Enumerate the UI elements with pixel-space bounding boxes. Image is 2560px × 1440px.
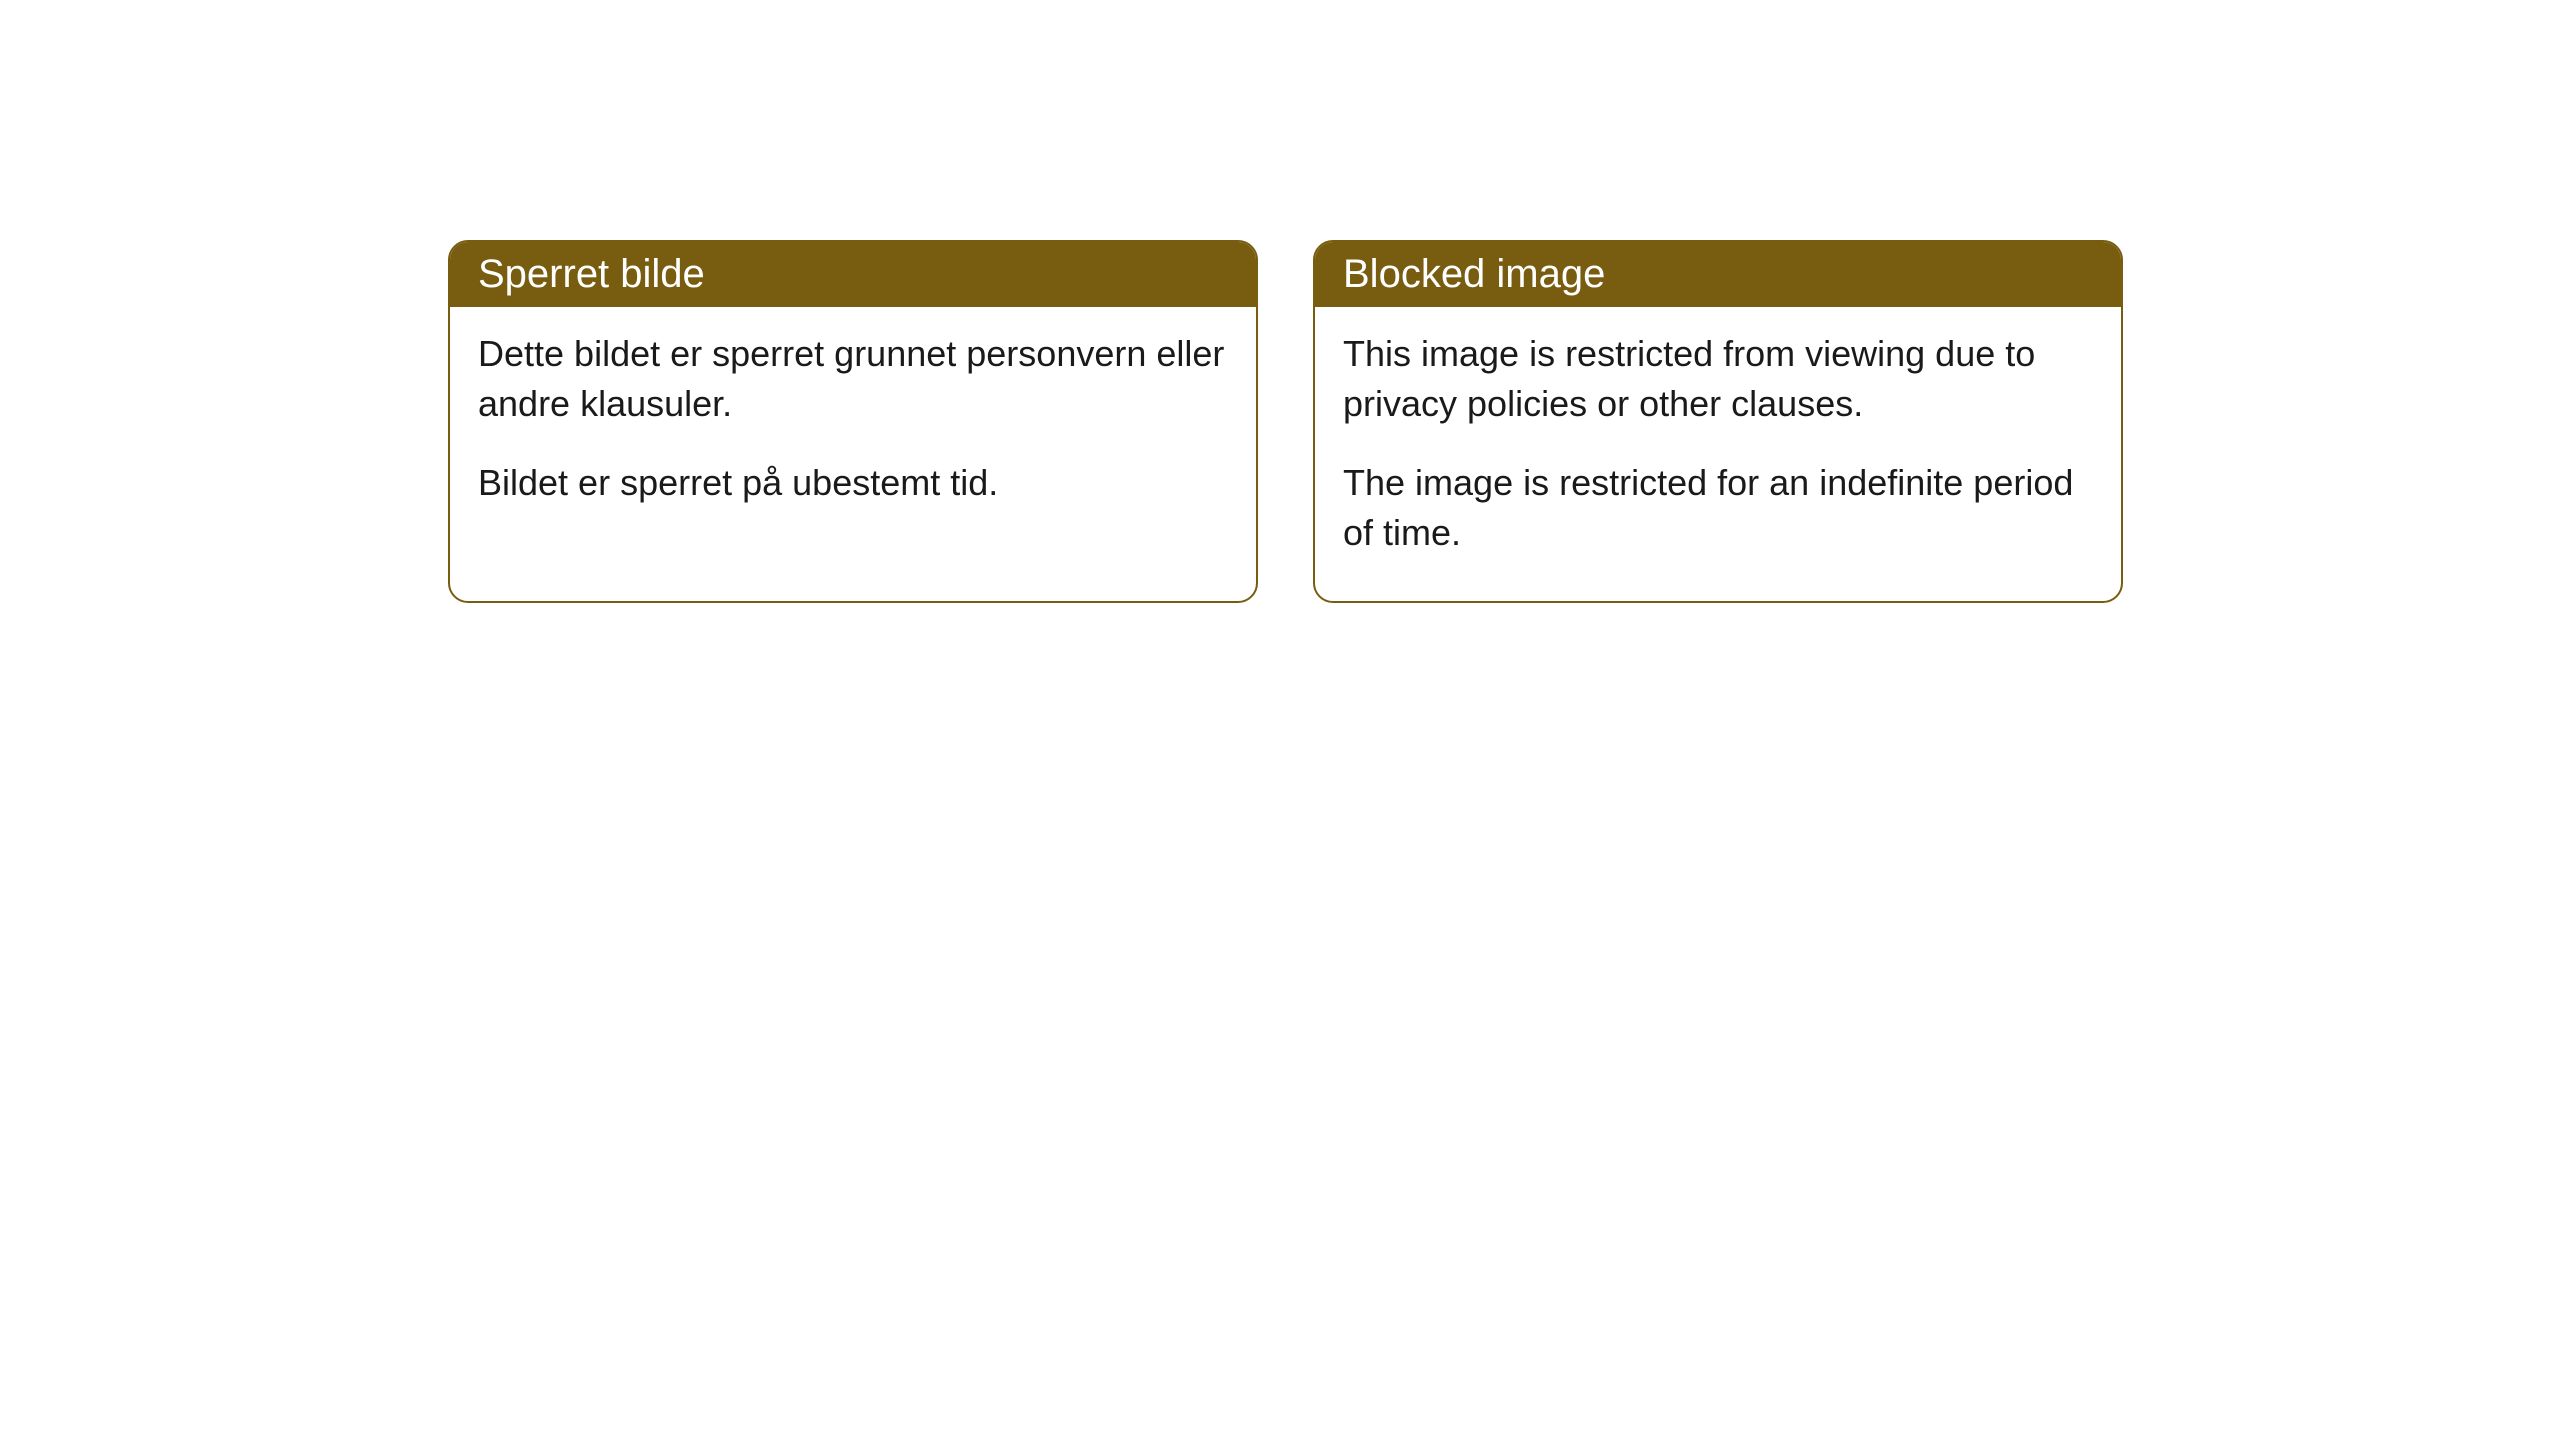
card-body: This image is restricted from viewing du… (1315, 307, 2121, 601)
card-paragraph: This image is restricted from viewing du… (1343, 329, 2093, 430)
card-title: Blocked image (1343, 252, 1605, 296)
card-title: Sperret bilde (478, 252, 705, 296)
card-body: Dette bildet er sperret grunnet personve… (450, 307, 1256, 550)
card-paragraph: Dette bildet er sperret grunnet personve… (478, 329, 1228, 430)
card-header: Sperret bilde (450, 242, 1256, 307)
notice-card-english: Blocked image This image is restricted f… (1313, 240, 2123, 603)
card-paragraph: Bildet er sperret på ubestemt tid. (478, 458, 1228, 508)
notice-cards-container: Sperret bilde Dette bildet er sperret gr… (448, 240, 2123, 603)
card-header: Blocked image (1315, 242, 2121, 307)
notice-card-norwegian: Sperret bilde Dette bildet er sperret gr… (448, 240, 1258, 603)
card-paragraph: The image is restricted for an indefinit… (1343, 458, 2093, 559)
